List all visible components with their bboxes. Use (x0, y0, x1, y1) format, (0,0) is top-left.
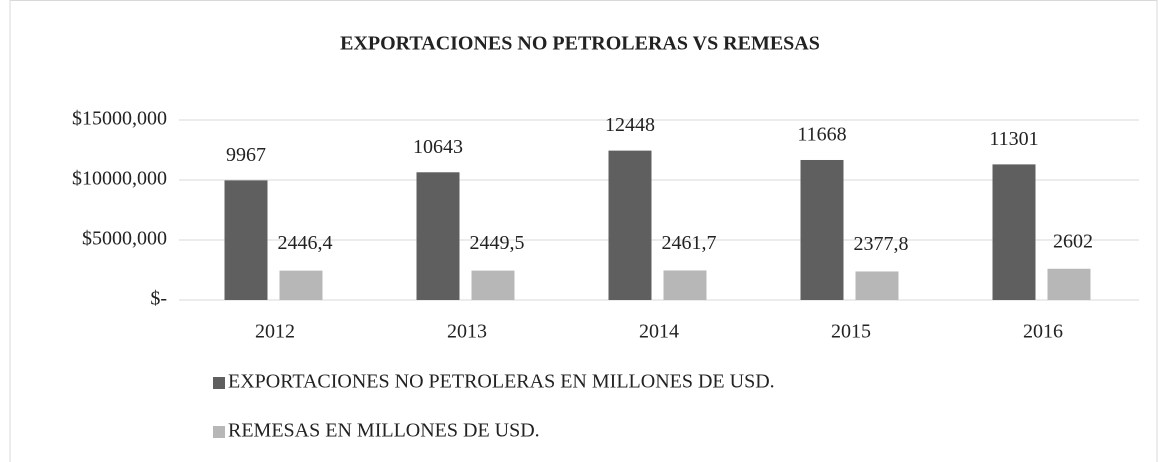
x-tick-label: 2016 (1023, 321, 1063, 343)
value-label: 11668 (797, 124, 846, 146)
y-tick-label: $- (150, 288, 167, 310)
legend-swatch (213, 426, 225, 438)
y-tick-label: $10000,000 (72, 168, 167, 190)
bar (1047, 268, 1091, 300)
bar (224, 180, 268, 300)
value-label: 9967 (226, 144, 266, 166)
value-label: 2449,5 (470, 232, 525, 254)
bar (471, 270, 515, 300)
y-tick-label: $5000,000 (82, 228, 167, 250)
legend-label: EXPORTACIONES NO PETROLERAS EN MILLONES … (228, 371, 775, 393)
bar (279, 270, 323, 300)
x-tick-label: 2012 (255, 321, 295, 343)
bar (416, 172, 460, 300)
y-tick-label: $15000,000 (72, 108, 167, 130)
chart-border (9, 0, 1158, 462)
x-tick-label: 2015 (831, 321, 871, 343)
legend-swatch (213, 377, 225, 389)
bar (608, 150, 652, 300)
x-tick-label: 2014 (639, 321, 679, 343)
bar (800, 159, 844, 300)
value-label: 11301 (989, 128, 1038, 150)
bar (992, 164, 1036, 300)
value-label: 2446,4 (278, 232, 333, 254)
bar (663, 270, 707, 300)
x-tick-label: 2013 (447, 321, 487, 343)
value-label: 2377,8 (854, 233, 909, 255)
bar (855, 271, 899, 300)
legend-label: REMESAS EN MILLONES DE USD. (228, 420, 540, 442)
chart-title: EXPORTACIONES NO PETROLERAS VS REMESAS (340, 33, 820, 55)
value-label: 2602 (1053, 230, 1093, 252)
value-label: 10643 (413, 136, 463, 158)
value-label: 2461,7 (662, 232, 717, 254)
value-label: 12448 (605, 114, 655, 136)
